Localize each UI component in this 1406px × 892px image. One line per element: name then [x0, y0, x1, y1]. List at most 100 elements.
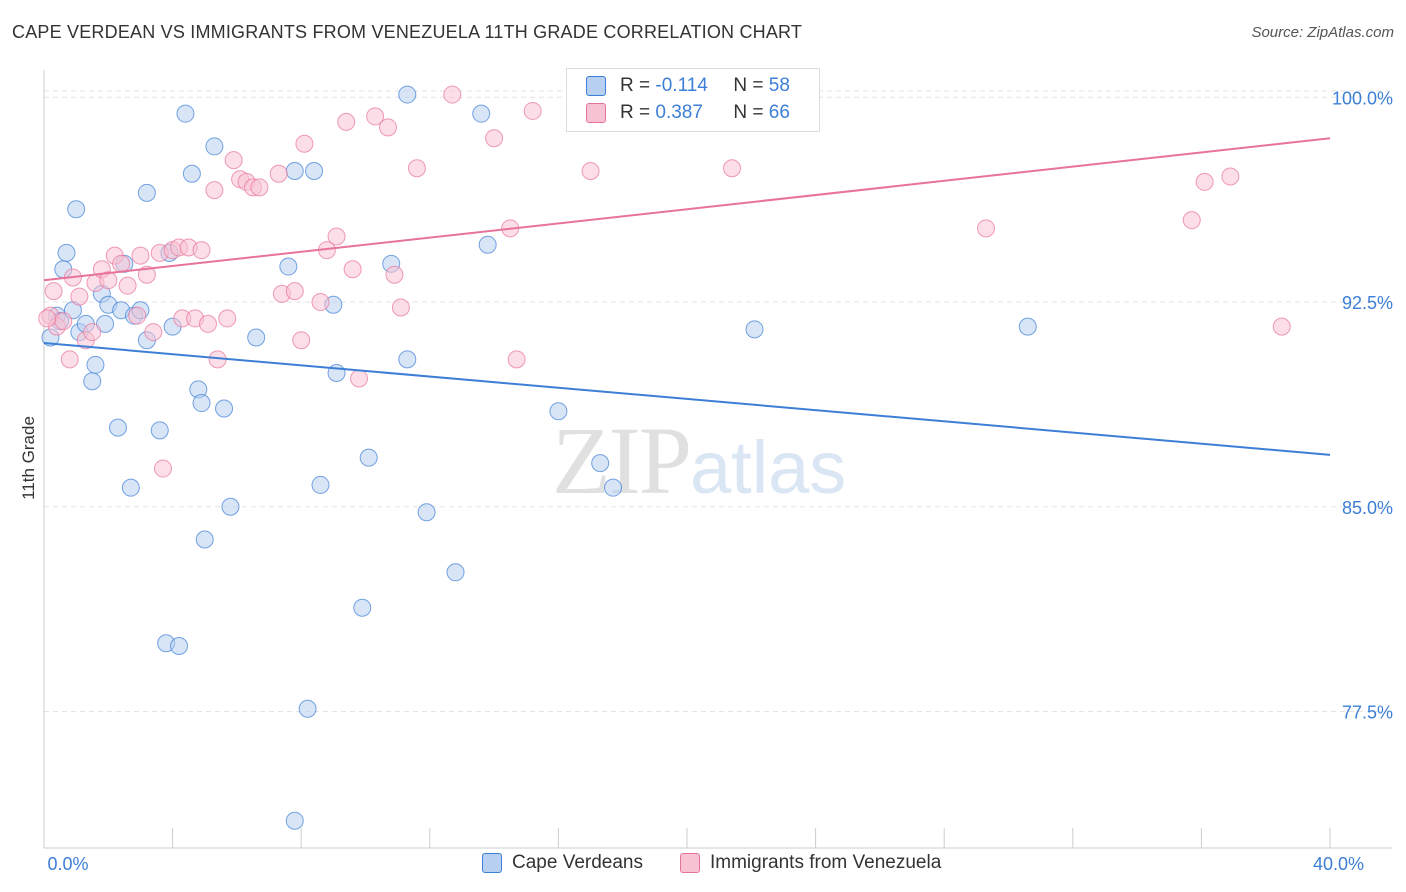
- point-venezuela: [366, 107, 385, 126]
- point-cape-verdean: [137, 183, 156, 202]
- point-cape-verdean: [745, 320, 764, 339]
- point-cape-verdean: [398, 350, 417, 369]
- point-venezuela: [38, 309, 57, 328]
- point-cape-verdean: [353, 598, 372, 617]
- point-venezuela: [379, 118, 398, 137]
- stat-r-label: R =: [620, 75, 651, 96]
- point-venezuela: [218, 309, 237, 328]
- trend-line-cape-verdean: [43, 341, 1331, 456]
- tick-labels: 100.0% 92.5% 85.0% 77.5% 0.0% 40.0% 11th Grade: [19, 88, 1393, 874]
- point-cape-verdean: [170, 636, 189, 655]
- point-cape-verdean: [305, 162, 324, 181]
- point-venezuela: [507, 350, 526, 369]
- y-tick-label: 92.5%: [1342, 293, 1393, 313]
- axes: [43, 70, 1392, 849]
- point-venezuela: [153, 459, 172, 478]
- stat-r-value: 0.387: [655, 102, 703, 123]
- stat-n-value: 58: [768, 75, 790, 96]
- point-cape-verdean: [205, 137, 224, 156]
- point-venezuela: [112, 254, 131, 273]
- legend-swatch-blue: [482, 853, 502, 873]
- point-cape-verdean: [298, 699, 317, 718]
- point-venezuela: [337, 112, 356, 131]
- point-cape-verdean: [359, 448, 378, 467]
- point-venezuela: [343, 260, 362, 279]
- watermark-zip: ZIP: [552, 407, 692, 514]
- point-venezuela: [83, 323, 102, 342]
- point-venezuela: [976, 219, 995, 238]
- point-cape-verdean: [121, 478, 140, 497]
- point-venezuela: [391, 298, 410, 317]
- point-cape-verdean: [1018, 317, 1037, 336]
- point-venezuela: [1182, 211, 1201, 230]
- y-tick-label: 85.0%: [1342, 498, 1393, 518]
- stat-row-pink: R = 0.387 N = 66: [586, 102, 790, 124]
- point-cape-verdean: [285, 162, 304, 181]
- point-cape-verdean: [417, 503, 436, 522]
- point-venezuela: [205, 181, 224, 200]
- point-venezuela: [192, 241, 211, 260]
- point-venezuela: [44, 282, 63, 301]
- point-venezuela: [385, 265, 404, 284]
- point-cape-verdean: [215, 399, 234, 418]
- point-cape-verdean: [57, 243, 76, 262]
- point-venezuela: [285, 282, 304, 301]
- point-cape-verdean: [604, 478, 623, 497]
- point-cape-verdean: [398, 85, 417, 104]
- point-venezuela: [144, 323, 163, 342]
- point-venezuela: [137, 265, 156, 284]
- point-venezuela: [523, 101, 542, 120]
- point-venezuela: [295, 134, 314, 153]
- x-tick-label: 0.0%: [47, 854, 88, 874]
- y-axis-label: 11th Grade: [19, 416, 38, 500]
- legend-item-venezuela[interactable]: Immigrants from Venezuela: [680, 852, 941, 874]
- point-cape-verdean: [247, 328, 266, 347]
- point-cape-verdean: [192, 394, 211, 413]
- point-venezuela: [350, 369, 369, 388]
- point-venezuela: [443, 85, 462, 104]
- trend-lines: [43, 137, 1331, 456]
- point-cape-verdean: [86, 355, 105, 374]
- legend-label: Immigrants from Venezuela: [710, 852, 942, 873]
- point-cape-verdean: [67, 200, 86, 219]
- point-venezuela: [292, 331, 311, 350]
- chart-source: Source: ZipAtlas.com: [1251, 24, 1394, 41]
- point-cape-verdean: [478, 235, 497, 254]
- legend-label: Cape Verdeans: [512, 852, 643, 873]
- point-venezuela: [581, 162, 600, 181]
- point-venezuela: [70, 287, 89, 306]
- point-venezuela: [99, 271, 118, 290]
- stat-swatch-pink: [586, 103, 606, 123]
- point-venezuela: [485, 129, 504, 148]
- stats-box: [566, 68, 820, 132]
- point-venezuela: [311, 293, 330, 312]
- point-cape-verdean: [549, 402, 568, 421]
- point-venezuela: [198, 314, 217, 333]
- point-cape-verdean: [96, 314, 115, 333]
- point-cape-verdean: [108, 418, 127, 437]
- point-venezuela: [1195, 172, 1214, 191]
- legend-swatch-pink: [680, 853, 700, 873]
- stat-r-label: R =: [620, 102, 651, 123]
- x-tick-label: 40.0%: [1313, 854, 1364, 874]
- point-cape-verdean: [285, 811, 304, 830]
- point-cape-verdean: [472, 104, 491, 123]
- point-cape-verdean: [195, 530, 214, 549]
- stat-n-label: N =: [733, 75, 764, 96]
- point-venezuela: [407, 159, 426, 178]
- point-venezuela: [723, 159, 742, 178]
- point-venezuela: [60, 350, 79, 369]
- point-cape-verdean: [221, 497, 240, 516]
- trend-line-venezuela: [43, 137, 1331, 282]
- point-venezuela: [224, 151, 243, 170]
- legend-item-cape-verdeans[interactable]: Cape Verdeans: [482, 852, 643, 874]
- point-cape-verdean: [83, 372, 102, 391]
- stat-r-value: -0.114: [655, 75, 708, 96]
- y-tick-label: 77.5%: [1342, 703, 1393, 723]
- stat-n-value: 66: [768, 102, 790, 123]
- stat-n-label: N =: [733, 102, 764, 123]
- point-venezuela: [118, 276, 137, 295]
- stat-row-blue: R = -0.114 N = 58: [586, 75, 790, 97]
- point-venezuela: [250, 178, 269, 197]
